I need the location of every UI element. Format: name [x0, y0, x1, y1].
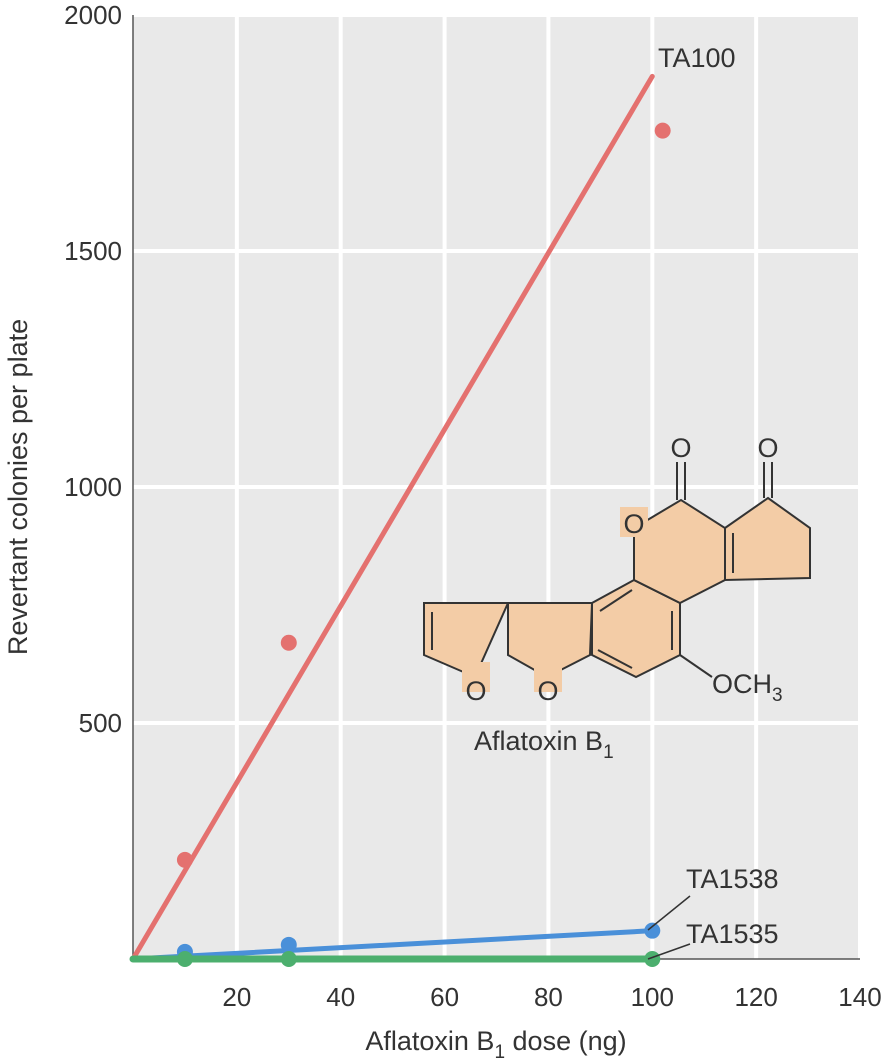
- data-point: [280, 634, 297, 651]
- x-axis-label: Aflatoxin B1 dose (ng): [365, 1026, 626, 1063]
- atom-label-carbonyl-o-2: O: [757, 433, 778, 463]
- label-leader: [647, 895, 691, 931]
- series: TA100 TA1538 TA1535: [129, 43, 779, 967]
- x-tick-label: 60: [430, 982, 459, 1012]
- atom-label-lactone-o: O: [623, 509, 644, 539]
- x-tick-label: 100: [631, 982, 674, 1012]
- x-tick-label: 140: [838, 982, 881, 1012]
- y-tick-label: 500: [79, 708, 122, 738]
- x-tick-labels: 20 40 60 80 100 120 140: [222, 982, 881, 1012]
- label-backing-1: [620, 507, 648, 537]
- y-axis-label: Revertant colonies per plate: [3, 319, 33, 655]
- double-bond-benzene-1: [599, 589, 633, 612]
- y-tick-label: 2000: [64, 0, 122, 30]
- series-ta1535: TA1535: [129, 919, 779, 967]
- data-point: [644, 951, 661, 967]
- x-tick-label: 20: [222, 982, 251, 1012]
- methoxy-bond: [679, 654, 713, 678]
- atom-label-methoxy: OCH3: [712, 669, 783, 706]
- y-tick-label: 1000: [64, 472, 122, 502]
- atom-label-furan-o-1: O: [465, 676, 486, 706]
- fit-line: [130, 73, 655, 962]
- atom-label-furan-o-2: O: [537, 676, 558, 706]
- y-tick-labels: 500 1000 1500 2000: [64, 0, 122, 738]
- grid: [133, 13, 862, 959]
- x-tick-label: 120: [734, 982, 777, 1012]
- ring-tetrahydrofuran: [507, 602, 594, 679]
- label-backing-3: [534, 662, 562, 692]
- double-bond-benzene-3: [597, 649, 633, 669]
- x-tick-label: 40: [326, 982, 355, 1012]
- fit-line: [130, 928, 655, 962]
- data-point: [654, 122, 671, 139]
- series-label: TA1538: [686, 864, 779, 894]
- series-label: TA100: [658, 43, 736, 73]
- x-tick-label: 80: [534, 982, 563, 1012]
- label-leader: [647, 943, 691, 960]
- ring-cyclopentenone: [724, 496, 811, 582]
- data-point: [176, 951, 193, 967]
- data-point: [176, 851, 193, 868]
- y-tick-label: 1500: [64, 236, 122, 266]
- compound-name: Aflatoxin B1: [474, 726, 614, 763]
- series-ta100: TA100: [130, 43, 736, 962]
- label-backing-2: [462, 662, 490, 692]
- aflatoxin-structure: O O O O O OCH3 Aflatoxin B1: [423, 433, 811, 763]
- data-point: [644, 922, 661, 939]
- data-point: [280, 936, 297, 953]
- atom-label-carbonyl-o-1: O: [670, 433, 691, 463]
- data-point: [280, 951, 297, 967]
- series-label: TA1535: [686, 919, 779, 949]
